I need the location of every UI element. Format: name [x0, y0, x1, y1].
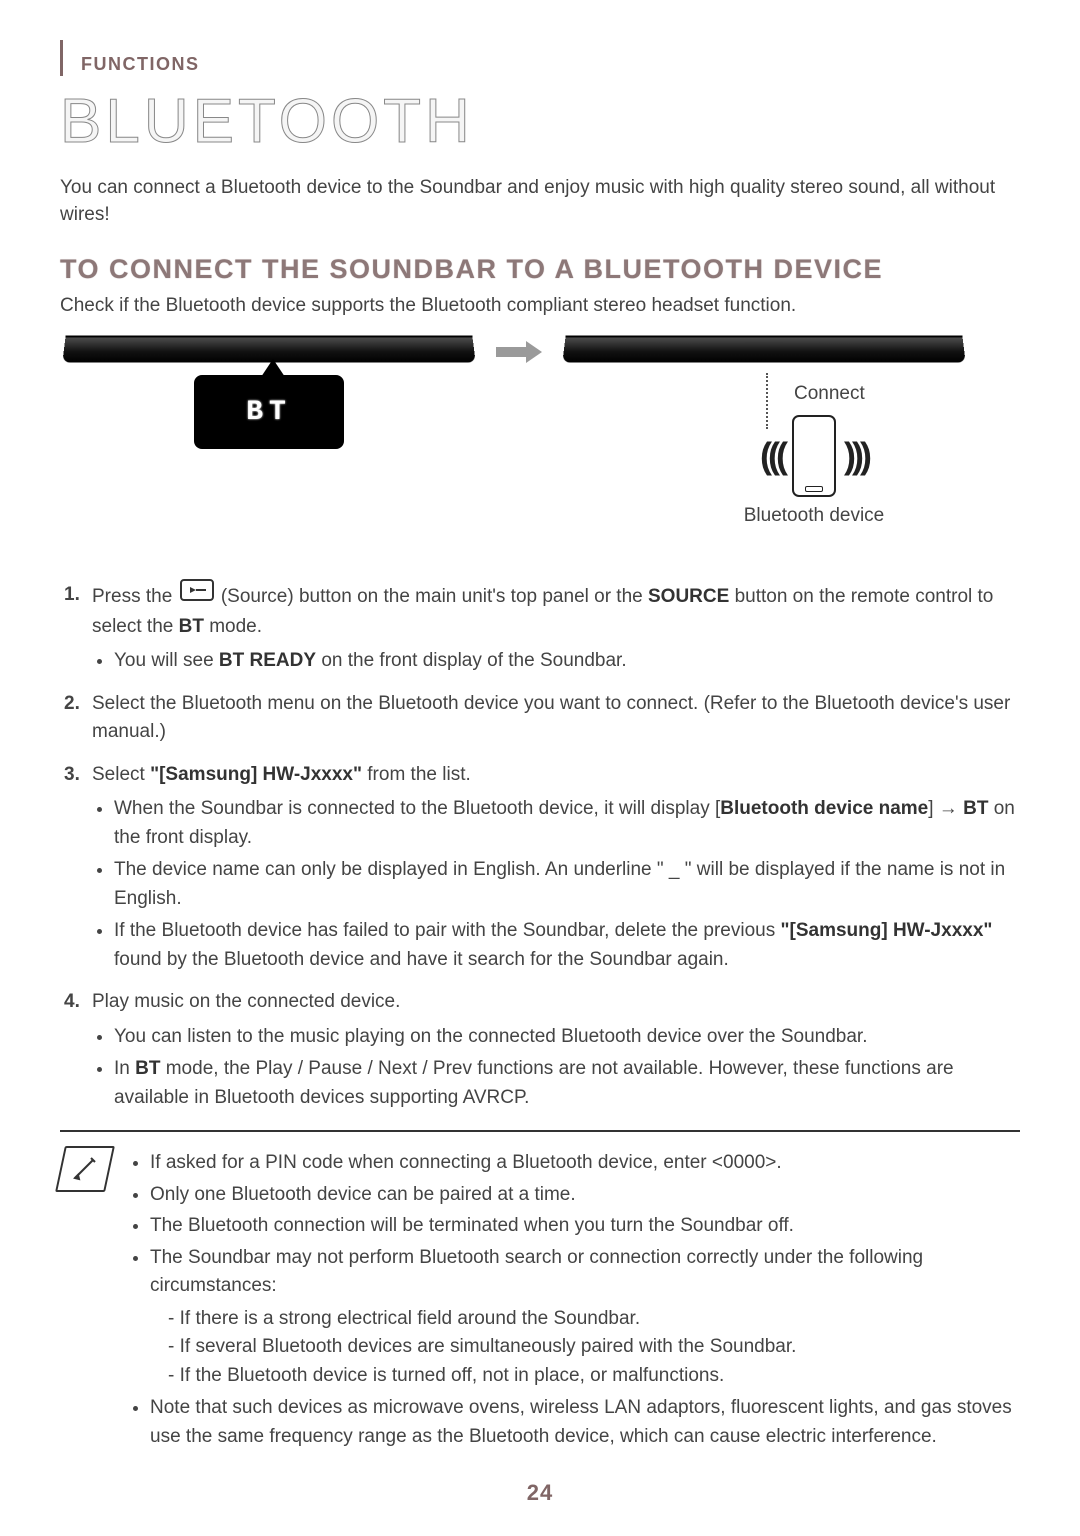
- step1-post1: (Source) button on the main unit's top p…: [221, 586, 648, 607]
- step3-sub3-bold: "[Samsung] HW-Jxxxx": [781, 920, 993, 941]
- note-interference: Note that such devices as microwave oven…: [150, 1394, 1020, 1451]
- notes-list: If asked for a PIN code when connecting …: [128, 1146, 1020, 1454]
- step3-sub2: The device name can only be displayed in…: [114, 856, 1020, 913]
- step1-source-word: SOURCE: [648, 586, 729, 607]
- phone-broadcast-icon: ((( ))): [704, 415, 924, 497]
- note-pin: If asked for a PIN code when connecting …: [150, 1149, 1020, 1178]
- connect-heading: TO CONNECT THE SOUNDBAR TO A BLUETOOTH D…: [60, 254, 1020, 285]
- note-terminate: The Bluetooth connection will be termina…: [150, 1212, 1020, 1241]
- note-circumstances: The Soundbar may not perform Bluetooth s…: [150, 1244, 1020, 1391]
- note-one-device: Only one Bluetooth device can be paired …: [150, 1181, 1020, 1210]
- step-2: Select the Bluetooth menu on the Bluetoo…: [64, 690, 1020, 747]
- manual-page: FUNCTIONS BLUETOOTH You can connect a Bl…: [0, 0, 1080, 1536]
- phone-icon: [792, 415, 836, 497]
- section-label: FUNCTIONS: [81, 40, 200, 75]
- step4-text: Play music on the connected device.: [92, 991, 400, 1012]
- step4-sub1: You can listen to the music playing on t…: [114, 1023, 1020, 1052]
- source-button-icon: [180, 579, 214, 611]
- connect-label: Connect: [794, 383, 865, 405]
- step3-sub3: If the Bluetooth device has failed to pa…: [114, 917, 1020, 974]
- step-1: Press the (Source) button on the main un…: [64, 581, 1020, 676]
- step4-sub2-pre: In: [114, 1058, 135, 1079]
- bt-display-icon: BT: [194, 375, 344, 449]
- step3-sub3-post: found by the Bluetooth device and have i…: [114, 949, 729, 970]
- note-circ-c: If the Bluetooth device is turned off, n…: [168, 1362, 1020, 1391]
- page-number: 24: [60, 1480, 1020, 1506]
- step1-post3: mode.: [209, 616, 262, 637]
- step1-pre: Press the: [92, 586, 178, 607]
- bt-device-label: Bluetooth device: [704, 505, 924, 527]
- step3-sub1-b2: BT: [963, 798, 988, 819]
- step3-sub1-pre: When the Soundbar is connected to the Bl…: [114, 798, 720, 819]
- bt-display-label: BT: [246, 397, 292, 428]
- radio-wave-right-icon: ))): [844, 435, 868, 477]
- step1-bt-word: BT: [179, 616, 204, 637]
- pencil-note-icon: [55, 1146, 115, 1192]
- step1-sub1-bold: BT READY: [219, 650, 316, 671]
- intro-text: You can connect a Bluetooth device to th…: [60, 175, 1020, 228]
- step3-sub3-pre: If the Bluetooth device has failed to pa…: [114, 920, 781, 941]
- arrow-right-icon: [496, 341, 542, 363]
- step3-sub1-mid: ] →: [928, 798, 963, 819]
- header-rule: FUNCTIONS: [60, 40, 1020, 76]
- steps-list: Press the (Source) button on the main un…: [64, 581, 1020, 1112]
- note-circ-a: If there is a strong electrical field ar…: [168, 1305, 1020, 1334]
- step3-bold: "[Samsung] HW-Jxxxx": [150, 764, 362, 785]
- connect-subtext: Check if the Bluetooth device supports t…: [60, 295, 1020, 317]
- page-title: BLUETOOTH: [60, 86, 1020, 157]
- step3-pre: Select: [92, 764, 150, 785]
- note-block: If asked for a PIN code when connecting …: [60, 1130, 1020, 1454]
- note-circ-b: If several Bluetooth devices are simulta…: [168, 1333, 1020, 1362]
- step4-sub2: In BT mode, the Play / Pause / Next / Pr…: [114, 1055, 1020, 1112]
- soundbar-right-icon: [562, 336, 965, 363]
- bluetooth-diagram: BT Connect ((( ))) Bluetooth device: [64, 335, 1020, 555]
- note-circumstances-text: The Soundbar may not perform Bluetooth s…: [150, 1247, 923, 1297]
- step1-sub1-post: on the front display of the Soundbar.: [316, 650, 627, 671]
- step3-sub1-b1: Bluetooth device name: [720, 798, 928, 819]
- step1-sub1: You will see BT READY on the front displ…: [114, 647, 1020, 676]
- step-3: Select "[Samsung] HW-Jxxxx" from the lis…: [64, 761, 1020, 975]
- step4-sub2-post: mode, the Play / Pause / Next / Prev fun…: [114, 1058, 954, 1108]
- step4-sub2-bold: BT: [135, 1058, 160, 1079]
- radio-wave-left-icon: (((: [760, 435, 784, 477]
- step3-sub1: When the Soundbar is connected to the Bl…: [114, 795, 1020, 852]
- step-4: Play music on the connected device. You …: [64, 988, 1020, 1112]
- step3-post: from the list.: [362, 764, 471, 785]
- step1-sub1-pre: You will see: [114, 650, 219, 671]
